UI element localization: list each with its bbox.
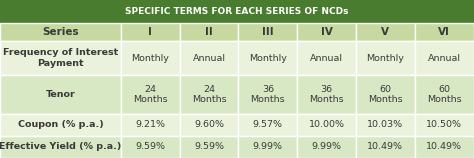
Text: 24
Months: 24 Months [133, 85, 168, 104]
Bar [356, 41, 415, 75]
Bar [180, 75, 238, 114]
Text: Series: Series [42, 27, 79, 37]
Bar [415, 41, 474, 75]
Bar [180, 136, 238, 158]
Text: 9.57%: 9.57% [253, 120, 283, 129]
Bar [356, 136, 415, 158]
Bar [180, 41, 238, 75]
Bar [238, 75, 297, 114]
Text: 60
Months: 60 Months [427, 85, 462, 104]
Text: Effective Yield (% p.a.): Effective Yield (% p.a.) [0, 143, 122, 151]
Text: 10.03%: 10.03% [367, 120, 403, 129]
Bar [356, 75, 415, 114]
Text: V: V [382, 27, 389, 37]
Text: 9.59%: 9.59% [194, 143, 224, 151]
Bar [415, 114, 474, 136]
Bar [180, 114, 238, 136]
Text: SPECIFIC TERMS FOR EACH SERIES OF NCDs: SPECIFIC TERMS FOR EACH SERIES OF NCDs [125, 7, 349, 16]
Text: 9.99%: 9.99% [253, 143, 283, 151]
Bar [121, 114, 180, 136]
Bar [297, 75, 356, 114]
Bar [297, 114, 356, 136]
Text: Monthly: Monthly [366, 54, 404, 63]
Bar [297, 41, 356, 75]
Bar [0, 114, 121, 136]
Text: Annual: Annual [428, 54, 461, 63]
Text: Annual: Annual [310, 54, 343, 63]
Bar [121, 23, 180, 41]
Text: Annual: Annual [192, 54, 226, 63]
Text: IV: IV [320, 27, 333, 37]
Bar [238, 114, 297, 136]
Text: 36
Months: 36 Months [250, 85, 285, 104]
Text: 9.60%: 9.60% [194, 120, 224, 129]
Text: 9.59%: 9.59% [135, 143, 165, 151]
Text: 9.99%: 9.99% [311, 143, 342, 151]
Bar [238, 41, 297, 75]
Text: 24
Months: 24 Months [191, 85, 227, 104]
Text: Monthly: Monthly [249, 54, 287, 63]
Bar [297, 23, 356, 41]
Bar [415, 75, 474, 114]
Bar [238, 23, 297, 41]
Text: III: III [262, 27, 273, 37]
Bar [121, 75, 180, 114]
Bar [180, 23, 238, 41]
Bar [121, 136, 180, 158]
Bar [0, 136, 121, 158]
Text: 9.21%: 9.21% [135, 120, 165, 129]
Bar [0, 41, 121, 75]
Text: 10.49%: 10.49% [426, 143, 462, 151]
Text: II: II [205, 27, 213, 37]
Bar [0, 75, 121, 114]
Bar [356, 114, 415, 136]
Bar [415, 23, 474, 41]
Text: 10.00%: 10.00% [309, 120, 345, 129]
Text: Tenor: Tenor [46, 90, 75, 99]
Bar [0, 23, 121, 41]
Text: 10.50%: 10.50% [426, 120, 462, 129]
Bar [356, 23, 415, 41]
Text: I: I [148, 27, 152, 37]
Text: 60
Months: 60 Months [368, 85, 403, 104]
Text: 10.49%: 10.49% [367, 143, 403, 151]
Text: Frequency of Interest
Payment: Frequency of Interest Payment [3, 48, 118, 68]
Bar [415, 136, 474, 158]
Bar [0, 0, 474, 23]
Text: VI: VI [438, 27, 450, 37]
Bar [297, 136, 356, 158]
Text: 36
Months: 36 Months [309, 85, 344, 104]
Bar [121, 41, 180, 75]
Bar [238, 136, 297, 158]
Text: Coupon (% p.a.): Coupon (% p.a.) [18, 120, 103, 129]
Text: Monthly: Monthly [131, 54, 169, 63]
